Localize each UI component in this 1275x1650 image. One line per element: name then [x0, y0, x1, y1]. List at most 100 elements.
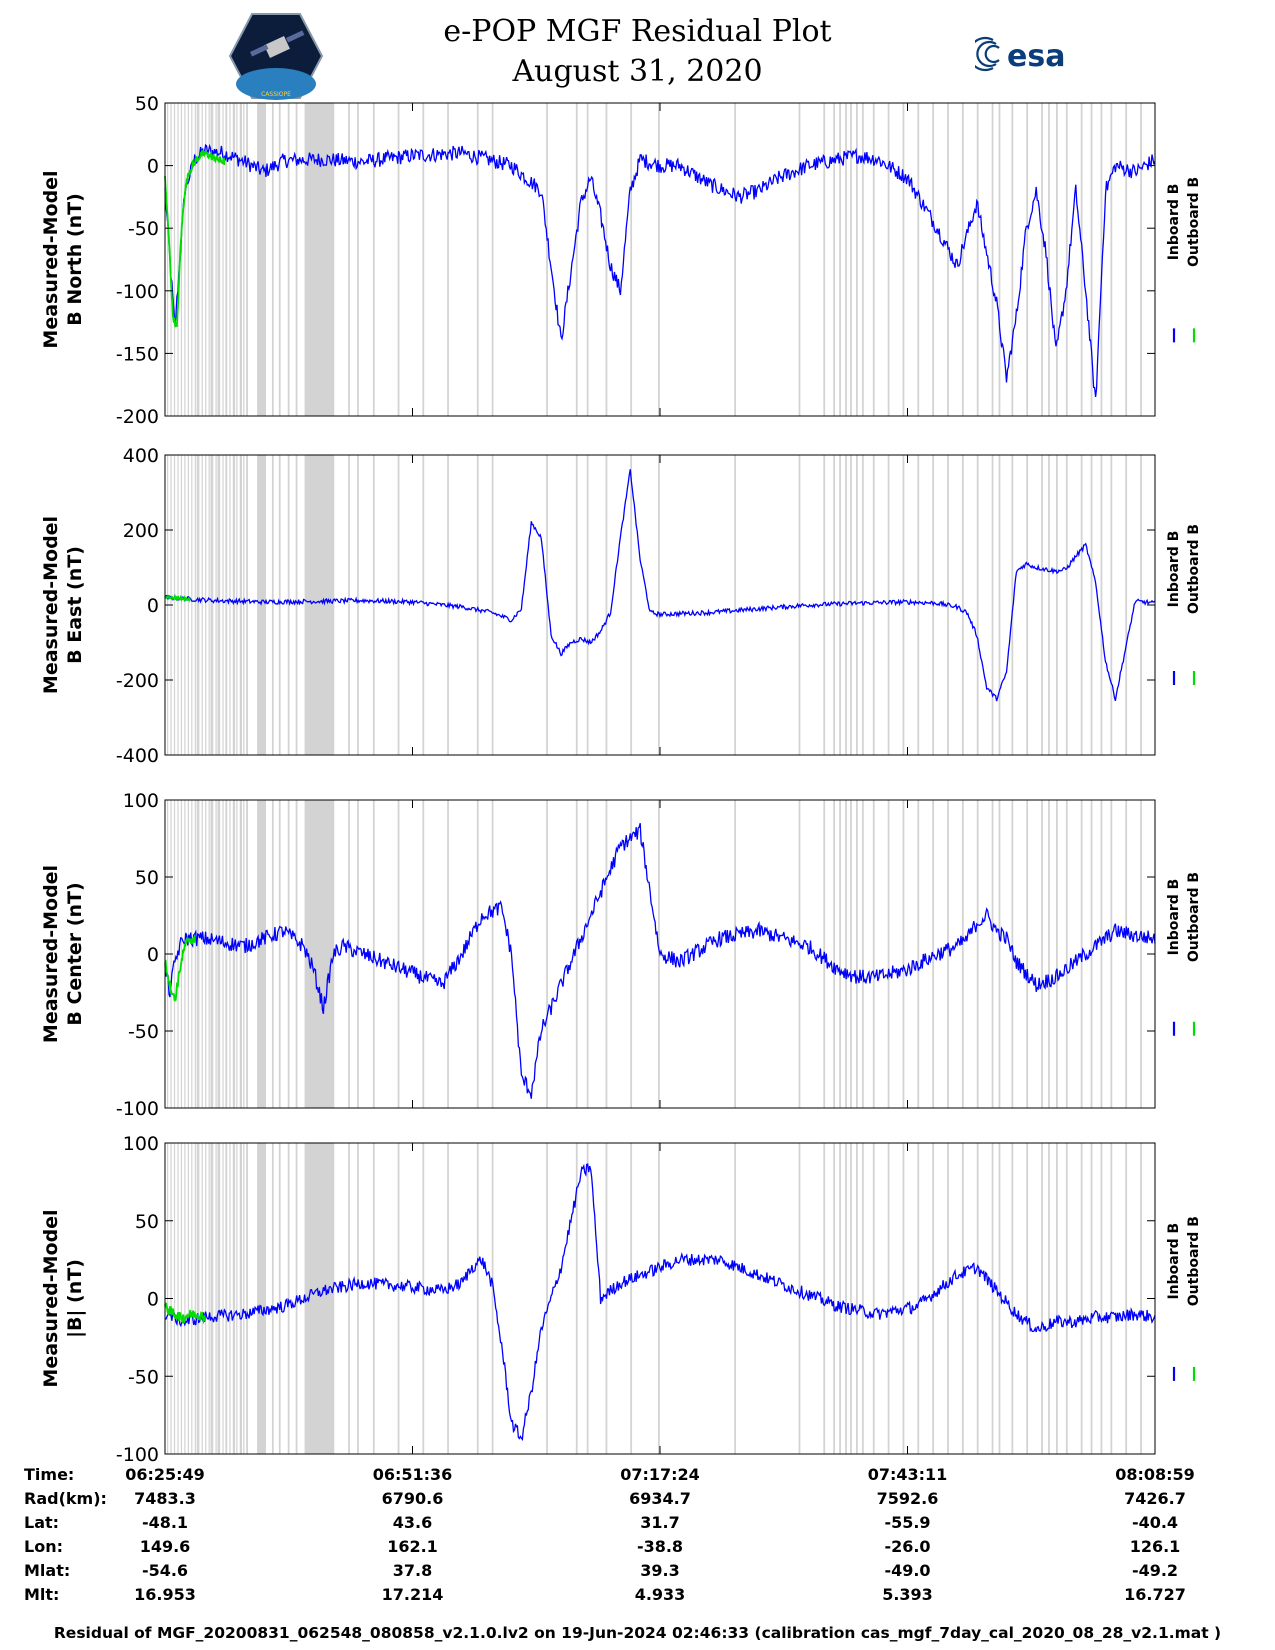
data-gap-band [605, 455, 608, 755]
data-gap-band [217, 455, 220, 755]
data-gap-band [1048, 1143, 1050, 1454]
info-value: 4.933 [634, 1585, 686, 1604]
panel-bmag: -100 -50 0 50 100 Measured-Model |B| (nT) Inboa… [40, 1133, 1202, 1466]
y-tick-label: 100 [123, 1133, 159, 1155]
data-gap-band [212, 1143, 214, 1454]
data-gap-band [998, 800, 1001, 1108]
data-gap-band [932, 1143, 935, 1454]
data-gap-band [1026, 800, 1029, 1108]
data-gap-band [1125, 455, 1128, 755]
data-gap-band [932, 103, 935, 416]
data-gap-band [658, 103, 660, 416]
y-axis-label: Measured-Model |B| (nT) [40, 1209, 86, 1387]
data-gap-band [208, 455, 210, 755]
data-gap-band [243, 455, 245, 755]
data-gap-band [1080, 103, 1083, 416]
series-line-outboard [164, 150, 226, 328]
data-gap-band [217, 1143, 220, 1454]
data-gap-band [798, 800, 801, 1108]
y-axis-label-line1: Measured-Model [40, 516, 62, 694]
data-gap-band [1090, 103, 1093, 416]
data-gap-band [845, 455, 847, 755]
data-gap-band [187, 1143, 189, 1454]
y-tick-label: -50 [128, 218, 159, 240]
y-tick-label: 50 [135, 93, 159, 115]
data-gap-band [575, 1143, 578, 1454]
data-gap-band [856, 103, 858, 416]
y-tick-label: -200 [116, 406, 159, 428]
y-axis-label: Measured-Model B Center (nT) [40, 865, 86, 1043]
data-gap-band [229, 1143, 231, 1454]
data-gap-band [586, 455, 589, 755]
data-gap-shading [166, 455, 1142, 755]
data-gap-band [947, 1143, 949, 1454]
data-gap-band [422, 1143, 425, 1454]
data-gap-band [1011, 455, 1014, 755]
data-gap-band [278, 1143, 281, 1454]
info-value: 7592.6 [876, 1489, 939, 1508]
data-gap-band [233, 1143, 236, 1454]
data-gap-band [240, 103, 243, 416]
data-gap-band [902, 800, 905, 1108]
info-value: 07:43:11 [867, 1465, 948, 1484]
data-gap-band [222, 455, 224, 755]
y-axis-label-line2: |B| (nT) [64, 1259, 86, 1338]
data-gap-band [348, 103, 350, 416]
data-gap-band [198, 103, 200, 416]
info-row: Time: 06:25:49 06:51:36 07:17:24 07:43:11 08:… [0, 1465, 1275, 1489]
data-gap-band [1100, 800, 1103, 1108]
data-gap-band [194, 800, 196, 1108]
data-gap-band [212, 800, 214, 1108]
info-value: -54.6 [141, 1561, 189, 1580]
data-gap-band [278, 455, 281, 755]
data-gap-band [218, 800, 221, 1108]
data-gap-band [1140, 800, 1142, 1108]
data-gap-band [872, 455, 875, 755]
y-tick-label: 400 [123, 445, 159, 467]
info-row-label: Mlt: [24, 1585, 60, 1604]
data-gap-band [1140, 455, 1142, 755]
data-gap-band [217, 800, 220, 1108]
data-gap-band [287, 800, 290, 1108]
data-gap-band [196, 800, 199, 1108]
data-gap-band [902, 103, 905, 416]
data-gap-band [304, 103, 335, 416]
legend-outboard-label: Outboard B [1186, 177, 1202, 267]
panel-bnorth: -200 -150 -100 -50 0 50 Measured-Model B North … [40, 93, 1202, 428]
data-gap-band [201, 800, 203, 1108]
data-gap-band [194, 455, 196, 755]
data-gap-band [1048, 455, 1050, 755]
data-gap-band [887, 103, 890, 416]
data-gap-band [212, 455, 214, 755]
legend-outboard-label: Outboard B [1186, 872, 1202, 962]
y-tick-label: -200 [116, 670, 159, 692]
data-gap-band [217, 103, 220, 416]
data-gap-band [476, 800, 479, 1108]
data-gap-band [887, 1143, 890, 1454]
data-gap-band [218, 1143, 221, 1454]
data-gap-band [194, 1143, 196, 1454]
info-value: 16.727 [1124, 1585, 1186, 1604]
data-gap-band [1110, 1143, 1113, 1454]
data-gap-band [205, 455, 207, 755]
info-row: Rad(km): 7483.3 6790.6 6934.7 7592.6 7426.7 [0, 1489, 1275, 1513]
data-gap-band [177, 1143, 179, 1454]
data-gap-band [372, 1143, 375, 1454]
info-row-label: Mlat: [24, 1561, 71, 1580]
data-gap-band [225, 800, 228, 1108]
data-gap-band [229, 800, 231, 1108]
footer-caption: Residual of MGF_20200831_062548_080858_v… [53, 1624, 1222, 1642]
info-value: 37.8 [392, 1561, 433, 1580]
data-gap-band [357, 1143, 359, 1454]
data-gap-band [191, 1143, 193, 1454]
data-gap-band [991, 455, 994, 755]
data-gap-band [184, 103, 186, 416]
info-value: -26.0 [884, 1537, 931, 1556]
data-gap-band [976, 455, 979, 755]
data-gap-band [271, 103, 274, 416]
data-gap-band [215, 800, 217, 1108]
data-gap-band [372, 455, 375, 755]
y-tick-label: -100 [116, 1444, 159, 1466]
data-gap-band [947, 103, 949, 416]
data-gap-band [187, 455, 189, 755]
